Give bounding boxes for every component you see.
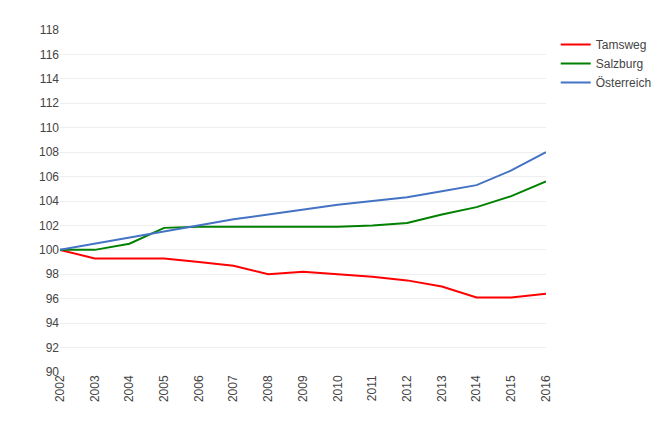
svg-text:2005: 2005 (157, 375, 171, 402)
svg-text:2008: 2008 (261, 375, 275, 402)
svg-text:2004: 2004 (122, 375, 136, 402)
svg-text:110: 110 (40, 121, 59, 135)
svg-text:2015: 2015 (504, 375, 518, 402)
svg-text:98: 98 (46, 267, 60, 281)
svg-text:2016: 2016 (539, 375, 553, 402)
svg-text:112: 112 (40, 96, 59, 110)
svg-text:2012: 2012 (400, 375, 414, 402)
svg-text:Tamsweg: Tamsweg (596, 38, 647, 52)
svg-text:92: 92 (46, 341, 60, 355)
svg-text:2003: 2003 (88, 375, 102, 402)
svg-text:114: 114 (40, 72, 59, 86)
svg-text:116: 116 (40, 48, 59, 62)
svg-text:Salzburg: Salzburg (596, 57, 643, 71)
svg-text:104: 104 (39, 194, 59, 208)
svg-text:2007: 2007 (226, 375, 240, 402)
svg-text:2002: 2002 (53, 375, 67, 402)
svg-text:2011: 2011 (365, 375, 379, 401)
svg-text:102: 102 (39, 219, 59, 233)
svg-text:Österreich: Österreich (596, 76, 651, 90)
svg-text:94: 94 (46, 316, 60, 330)
svg-text:108: 108 (39, 145, 59, 159)
svg-text:118: 118 (40, 23, 59, 37)
svg-text:106: 106 (39, 170, 59, 184)
svg-text:2013: 2013 (435, 375, 449, 402)
svg-text:90: 90 (46, 365, 60, 379)
svg-text:2006: 2006 (192, 375, 206, 402)
svg-text:2010: 2010 (331, 375, 345, 402)
svg-text:2014: 2014 (469, 375, 483, 402)
svg-text:96: 96 (46, 292, 60, 306)
svg-text:2009: 2009 (296, 375, 310, 402)
svg-text:100: 100 (39, 243, 59, 257)
